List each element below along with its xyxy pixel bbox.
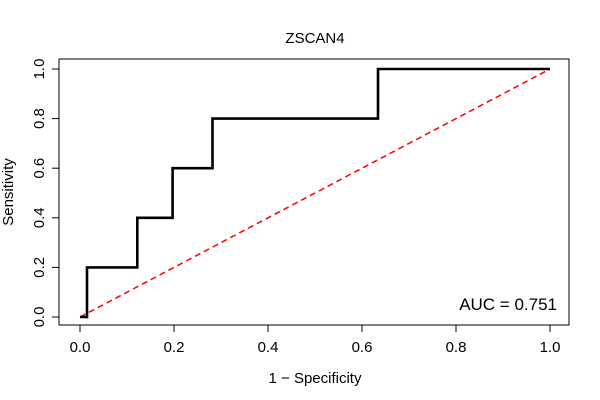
y-tick-label: 0.8 [31, 108, 48, 129]
x-tick-label: 0.4 [258, 339, 279, 356]
x-axis-label: 1 − Specificity [269, 370, 362, 387]
y-tick-label: 1.0 [31, 59, 48, 80]
auc-annotation: AUC = 0.751 [459, 295, 557, 314]
x-tick-label: 0.6 [352, 339, 373, 356]
x-tick-label: 1.0 [540, 339, 561, 356]
series-layer [79, 67, 551, 319]
y-tick-label: 0.0 [31, 307, 48, 328]
y-tick-label: 0.6 [31, 158, 48, 179]
x-axis: 0.0 0.2 0.4 0.6 0.8 1.0 [70, 324, 561, 356]
roc-curve-line [80, 67, 550, 319]
plot-box [58, 58, 570, 326]
y-axis-label: Sensitivity [0, 158, 17, 226]
chart-title: ZSCAN4 [285, 30, 344, 47]
reference-diagonal-line [79, 68, 551, 318]
y-axis: 0.0 0.2 0.4 0.6 0.8 1.0 [31, 59, 60, 328]
y-tick-label: 0.4 [31, 207, 48, 228]
x-tick-label: 0.2 [164, 339, 185, 356]
y-tick-label: 0.2 [31, 257, 48, 278]
x-tick-label: 0.0 [70, 339, 91, 356]
x-tick-label: 0.8 [446, 339, 467, 356]
